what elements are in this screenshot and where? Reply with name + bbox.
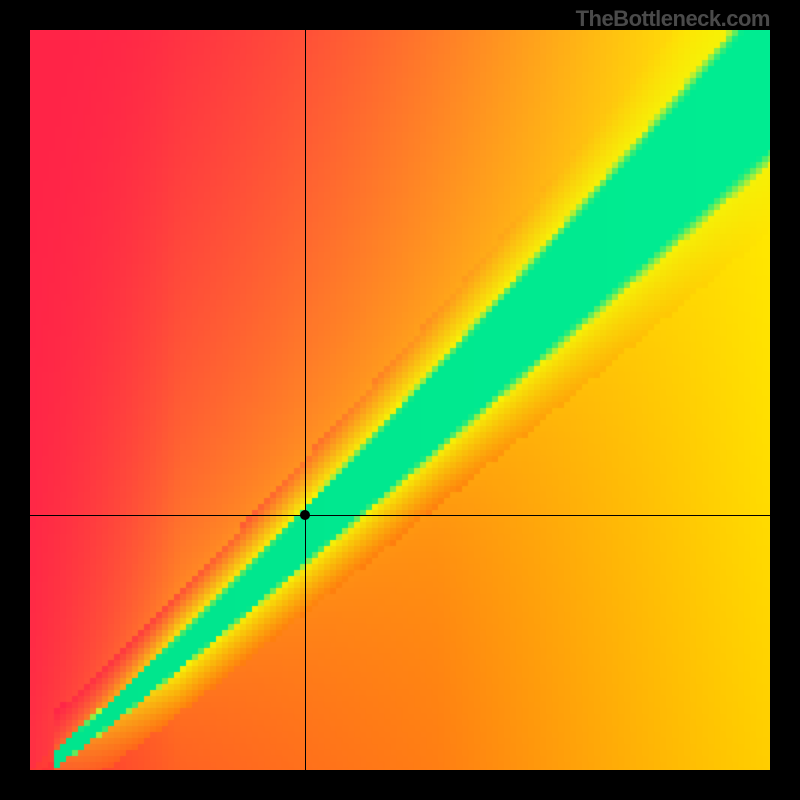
chart-container: TheBottleneck.com	[0, 0, 800, 800]
watermark-text: TheBottleneck.com	[576, 6, 770, 32]
heatmap-plot	[30, 30, 770, 770]
data-point-marker	[300, 510, 310, 520]
heatmap-canvas	[30, 30, 770, 770]
